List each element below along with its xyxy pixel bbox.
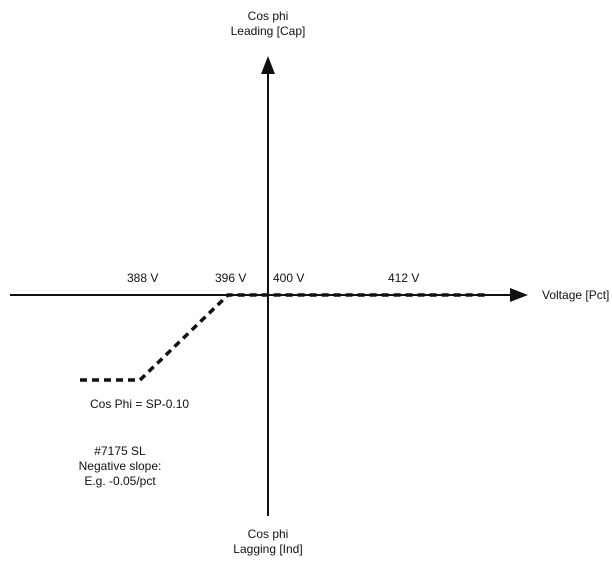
y-axis-top-label-line1: Cos phi (248, 9, 289, 23)
tick-label-396v: 396 V (215, 271, 246, 285)
note-line-3: E.g. -0.05/pct (84, 474, 156, 488)
characteristic-curve (80, 293, 486, 382)
tick-label-388v: 388 V (127, 271, 158, 285)
cos-phi-setpoint-annotation: Cos Phi = SP-0.10 (90, 397, 189, 411)
note-line-2: Negative slope: (79, 459, 162, 473)
x-axis-arrowhead (510, 288, 528, 302)
y-axis-arrowhead (261, 56, 275, 74)
y-axis-top-label-line2: Leading [Cap] (231, 24, 306, 38)
tick-label-412v: 412 V (388, 271, 419, 285)
note-line-1: #7175 SL (94, 444, 146, 458)
x-axis-label: Voltage [Pct] (542, 288, 609, 302)
y-axis-bottom-label-line2: Lagging [Ind] (233, 542, 302, 556)
tick-label-400v: 400 V (273, 271, 304, 285)
y-axis-bottom-label-line1: Cos phi (248, 527, 289, 541)
